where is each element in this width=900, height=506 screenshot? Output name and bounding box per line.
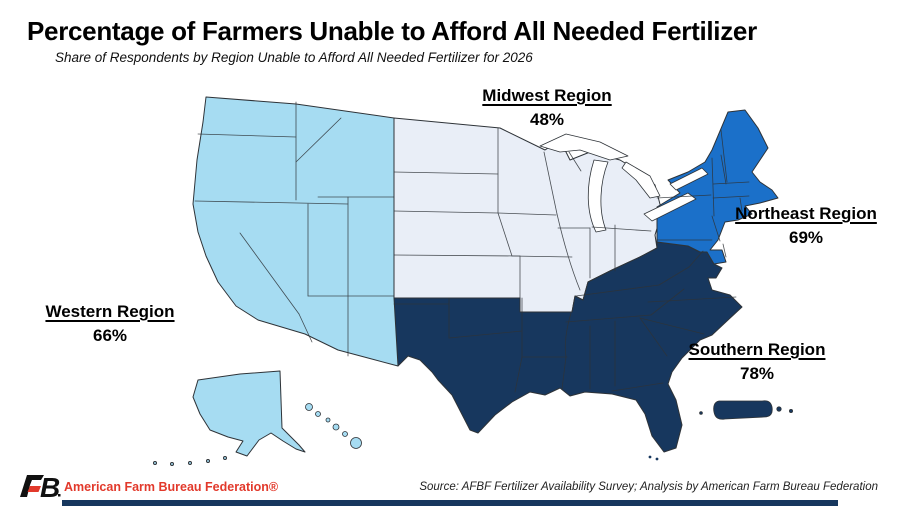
region-label-western: Western Region 66% <box>0 302 220 346</box>
hawaii-inset <box>305 403 362 449</box>
lake-erie <box>643 192 697 222</box>
afbf-logo-icon: B <box>20 473 61 499</box>
puerto-rico-shape <box>713 400 773 420</box>
region-value: 66% <box>92 326 128 345</box>
region-northeast-shape <box>656 109 779 265</box>
great-lakes <box>539 133 709 233</box>
lake-michigan <box>587 159 609 233</box>
lake-huron <box>621 161 661 199</box>
region-name: Southern Region <box>688 340 826 359</box>
region-name: Western Region <box>45 302 175 321</box>
lake-superior <box>539 133 629 161</box>
state-borders <box>194 101 750 393</box>
region-label-midwest: Midwest Region 48% <box>417 86 677 130</box>
page-title: Percentage of Farmers Unable to Afford A… <box>27 16 757 46</box>
footer-accent-bar <box>62 500 838 506</box>
alaska-inset <box>153 370 306 466</box>
brand-text: American Farm Bureau Federation® <box>64 480 279 494</box>
region-label-southern: Southern Region 78% <box>637 340 877 384</box>
page-subtitle: Share of Respondents by Region Unable to… <box>55 50 533 65</box>
region-name: Midwest Region <box>482 86 612 105</box>
svg-text:B: B <box>40 473 60 499</box>
region-value: 78% <box>739 364 775 383</box>
region-value: 48% <box>529 110 565 129</box>
region-value: 69% <box>788 228 824 247</box>
lake-ontario <box>669 167 709 191</box>
region-name: Northeast Region <box>735 204 877 223</box>
florida-keys <box>648 455 659 461</box>
source-text: Source: AFBF Fertilizer Availability Sur… <box>419 481 878 493</box>
region-label-northeast: Northeast Region 69% <box>676 204 900 248</box>
puerto-rico-inset <box>699 400 794 420</box>
region-southern-shape <box>393 241 743 453</box>
alaska-shape <box>192 370 306 457</box>
